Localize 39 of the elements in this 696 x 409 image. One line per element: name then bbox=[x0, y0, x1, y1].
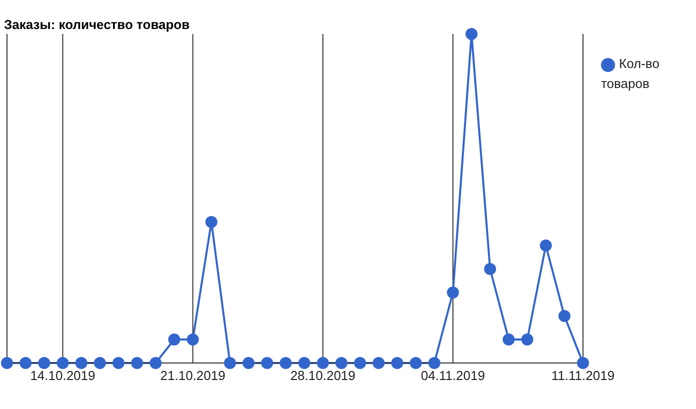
x-tick-label: 14.10.2019 bbox=[30, 368, 96, 384]
x-tick-label: 28.10.2019 bbox=[290, 368, 356, 384]
chart-title: Заказы: количество товаров bbox=[4, 17, 190, 32]
point bbox=[428, 357, 440, 369]
point bbox=[20, 357, 32, 369]
point bbox=[484, 263, 496, 276]
point bbox=[410, 357, 422, 369]
point bbox=[75, 357, 88, 369]
point bbox=[335, 357, 348, 369]
point bbox=[224, 357, 236, 369]
point bbox=[38, 357, 50, 369]
point bbox=[94, 357, 106, 369]
x-tick-label: 11.11.2019 bbox=[551, 368, 615, 384]
point bbox=[261, 357, 274, 369]
x-tick-label: 04.11.2019 bbox=[420, 368, 485, 384]
point bbox=[558, 310, 570, 322]
point bbox=[56, 357, 69, 369]
point bbox=[131, 357, 144, 369]
point bbox=[446, 286, 459, 298]
point bbox=[150, 357, 162, 369]
point bbox=[168, 334, 180, 346]
point bbox=[112, 357, 124, 369]
point bbox=[466, 28, 478, 40]
point bbox=[372, 357, 385, 369]
point bbox=[577, 357, 589, 369]
point bbox=[298, 357, 310, 369]
point bbox=[354, 357, 366, 369]
point bbox=[502, 334, 515, 346]
legend-label: Кол-во товаров bbox=[601, 56, 660, 91]
point bbox=[521, 334, 534, 346]
point bbox=[391, 357, 404, 369]
point bbox=[242, 357, 255, 369]
point bbox=[280, 357, 292, 369]
point bbox=[205, 216, 218, 228]
point bbox=[186, 334, 199, 346]
point bbox=[1, 357, 13, 369]
x-tick-label: 21.10.2019 bbox=[160, 368, 226, 384]
point bbox=[540, 240, 552, 252]
point bbox=[316, 357, 329, 369]
